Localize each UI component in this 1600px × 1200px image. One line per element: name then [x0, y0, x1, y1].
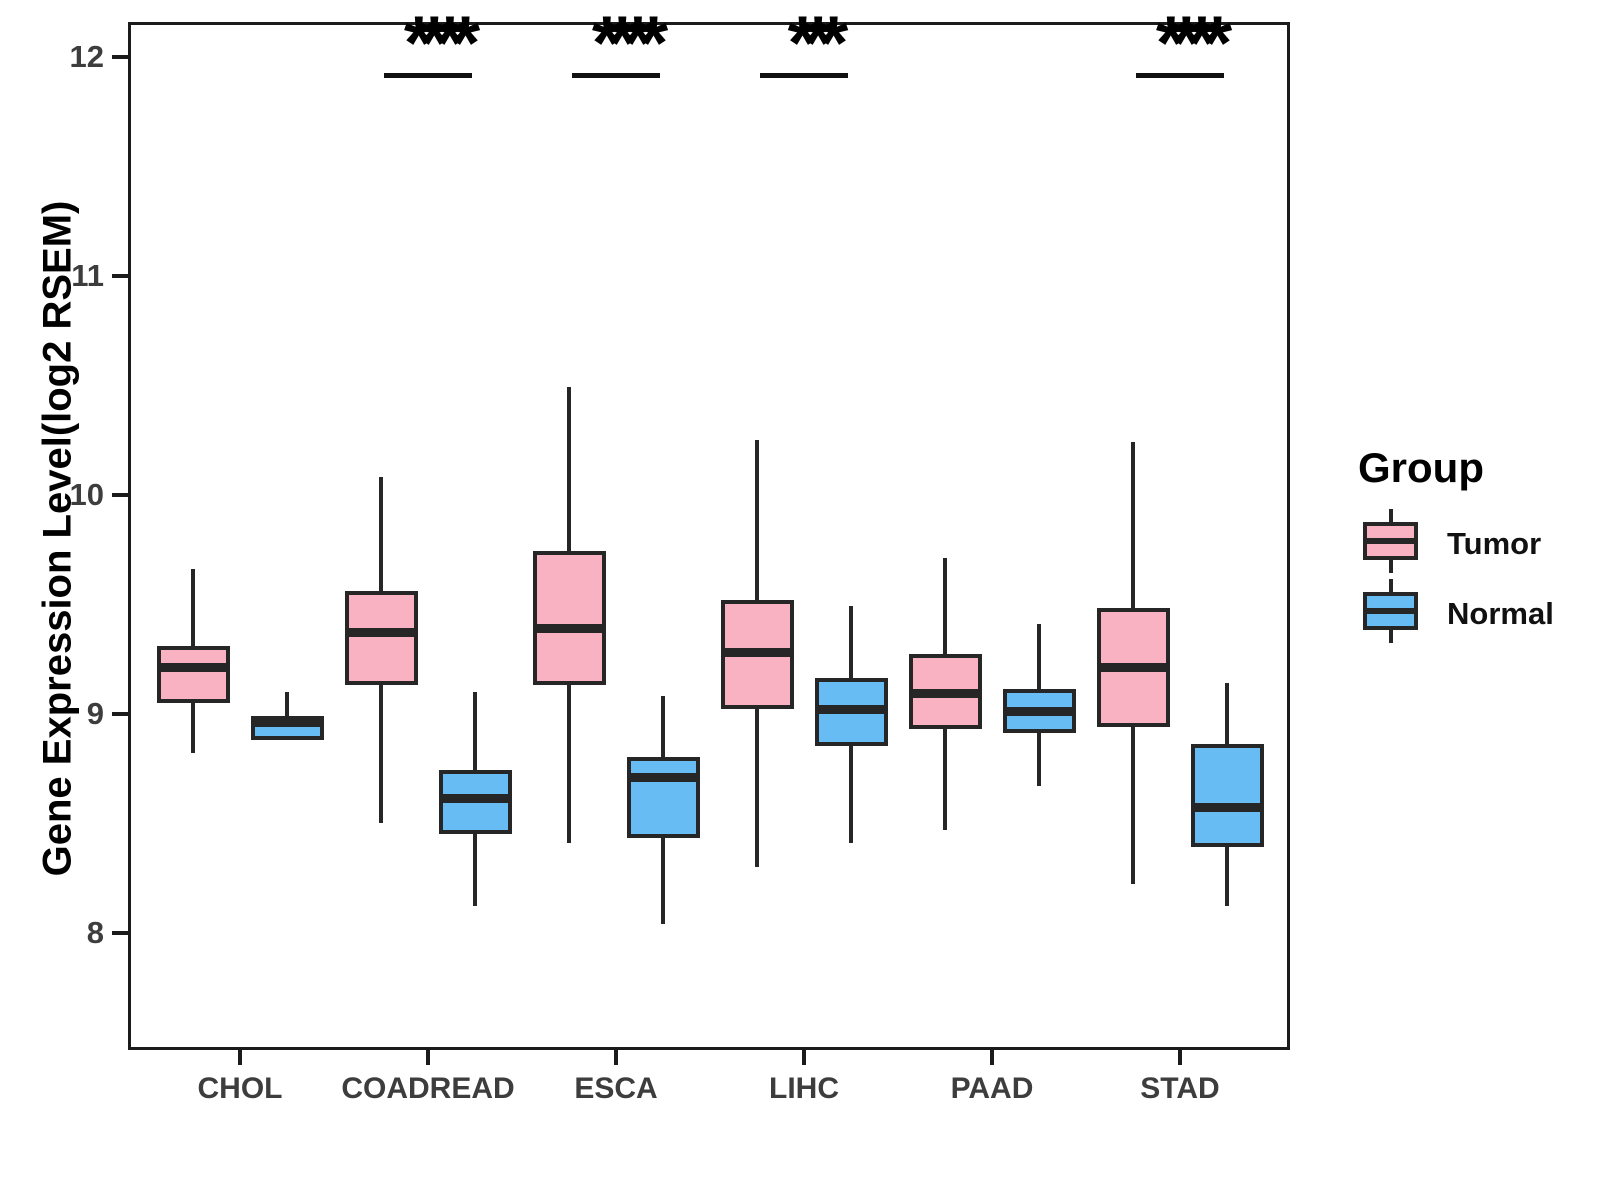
significance-stars: ***: [787, 1, 849, 86]
x-tick-mark: [990, 1050, 994, 1065]
lower-whisker: [943, 728, 947, 830]
legend-key-median: [1363, 538, 1418, 544]
upper-whisker: [1131, 441, 1135, 609]
significance-bar: [572, 73, 660, 78]
upper-whisker: [1037, 623, 1041, 690]
lower-whisker: [755, 709, 759, 867]
lower-whisker: [379, 685, 383, 823]
significance-bar: [384, 73, 472, 78]
legend-title: Group: [1358, 444, 1484, 491]
upper-whisker: [849, 606, 853, 679]
median-line: [1002, 706, 1076, 716]
plot-panel: [128, 22, 1290, 1050]
median-line: [1190, 803, 1264, 813]
upper-whisker: [943, 558, 947, 655]
median-line: [532, 623, 606, 633]
median-line: [250, 717, 324, 727]
legend-key-glyph: [1363, 579, 1418, 643]
x-tick-mark: [426, 1050, 430, 1065]
x-tick-mark: [614, 1050, 618, 1065]
median-line: [626, 772, 700, 782]
y-tick-mark: [112, 492, 128, 497]
legend-key-median: [1363, 608, 1418, 614]
lower-whisker: [1131, 726, 1135, 885]
x-tick-label: ESCA: [574, 1072, 658, 1105]
upper-whisker: [661, 695, 665, 758]
median-line: [1096, 663, 1170, 672]
x-tick-label: STAD: [1140, 1072, 1220, 1105]
legend-item-label: Normal: [1447, 596, 1554, 631]
y-tick-mark: [112, 54, 128, 59]
lower-whisker: [661, 838, 665, 924]
y-tick-mark: [112, 273, 128, 278]
x-tick-label: PAAD: [950, 1072, 1034, 1105]
upper-whisker: [567, 387, 571, 552]
x-tick-mark: [1178, 1050, 1182, 1065]
legend-key-glyph: [1363, 509, 1418, 573]
lower-whisker: [191, 702, 195, 753]
lower-whisker: [1037, 733, 1041, 786]
x-tick-label: CHOL: [197, 1072, 283, 1105]
median-line: [908, 689, 982, 699]
y-tick-label: 8: [86, 914, 104, 950]
x-tick-label: LIHC: [769, 1072, 839, 1105]
median-line: [344, 627, 418, 637]
upper-whisker: [755, 439, 759, 600]
significance-stars: ****: [403, 1, 480, 86]
iqr-box: [344, 590, 418, 686]
x-tick-label: COADREAD: [341, 1072, 515, 1105]
median-line: [156, 663, 230, 672]
y-tick-label: 12: [69, 38, 104, 74]
significance-bar: [760, 73, 848, 78]
y-tick-label: 9: [86, 695, 104, 731]
lower-whisker: [473, 833, 477, 907]
y-tick-label: 10: [69, 476, 104, 512]
lower-whisker: [567, 685, 571, 843]
iqr-box: [626, 757, 700, 839]
iqr-box: [1190, 744, 1264, 848]
y-tick-mark: [112, 711, 128, 716]
significance-bar: [1136, 73, 1224, 78]
significance-stars: ****: [1155, 1, 1232, 86]
x-tick-mark: [238, 1050, 242, 1065]
iqr-box: [532, 551, 606, 686]
upper-whisker: [285, 691, 289, 716]
upper-whisker: [1225, 682, 1229, 745]
y-tick-mark: [112, 930, 128, 935]
upper-whisker: [379, 476, 383, 591]
lower-whisker: [849, 746, 853, 843]
upper-whisker: [191, 568, 195, 646]
lower-whisker: [1225, 847, 1229, 907]
legend-item-label: Tumor: [1447, 526, 1542, 561]
median-line: [814, 704, 888, 714]
upper-whisker: [473, 691, 477, 771]
median-line: [720, 647, 794, 657]
x-tick-mark: [802, 1050, 806, 1065]
significance-stars: ****: [591, 1, 668, 86]
y-tick-label: 11: [71, 257, 104, 293]
iqr-box: [156, 645, 230, 703]
median-line: [438, 794, 512, 804]
